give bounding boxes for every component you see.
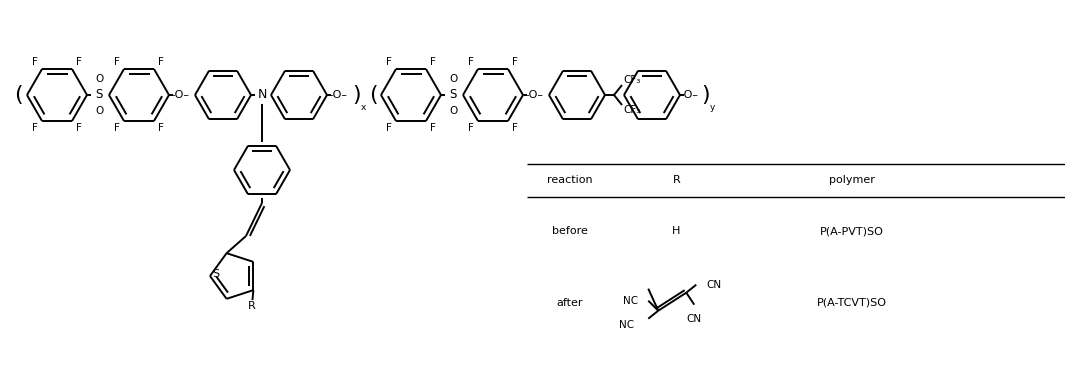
Text: H: H	[672, 226, 681, 236]
Text: O: O	[448, 74, 457, 84]
Text: NC: NC	[623, 296, 638, 306]
Text: F: F	[386, 123, 392, 133]
Text: CF₃: CF₃	[623, 105, 641, 115]
Text: F: F	[386, 57, 392, 67]
Text: N: N	[258, 88, 266, 102]
Text: (: (	[14, 85, 22, 105]
Text: O: O	[95, 106, 103, 116]
Text: O: O	[95, 74, 103, 84]
Text: F: F	[430, 123, 436, 133]
Text: NC: NC	[619, 320, 634, 330]
Text: P(A-TCVT)SO: P(A-TCVT)SO	[817, 298, 887, 308]
Text: R: R	[672, 176, 681, 185]
Text: –O–: –O–	[678, 90, 698, 100]
Text: polymer: polymer	[829, 176, 875, 185]
Text: –O–: –O–	[523, 90, 543, 100]
Text: CN: CN	[707, 280, 722, 290]
Text: F: F	[430, 57, 436, 67]
Text: CF₃: CF₃	[623, 75, 641, 85]
Text: S: S	[95, 88, 102, 102]
Text: after: after	[557, 298, 583, 308]
Text: F: F	[32, 123, 38, 133]
Text: ): )	[702, 85, 710, 105]
Text: F: F	[32, 57, 38, 67]
Text: F: F	[512, 123, 518, 133]
Text: R: R	[247, 301, 256, 311]
Text: ): )	[353, 85, 361, 105]
Text: x: x	[360, 103, 365, 112]
Text: F: F	[468, 57, 474, 67]
Text: y: y	[709, 103, 715, 112]
Text: before: before	[552, 226, 588, 236]
Text: F: F	[114, 57, 120, 67]
Text: P(A-PVT)SO: P(A-PVT)SO	[820, 226, 884, 236]
Text: F: F	[512, 57, 518, 67]
Text: F: F	[468, 123, 474, 133]
Text: (: (	[368, 85, 377, 105]
Text: F: F	[158, 123, 164, 133]
Text: F: F	[76, 123, 82, 133]
Text: CN: CN	[687, 314, 702, 324]
Text: F: F	[76, 57, 82, 67]
Text: S: S	[212, 269, 219, 279]
Text: S: S	[449, 88, 457, 102]
Text: –O–: –O–	[327, 90, 347, 100]
Text: F: F	[114, 123, 120, 133]
Text: reaction: reaction	[547, 176, 592, 185]
Text: F: F	[158, 57, 164, 67]
Text: –O–: –O–	[169, 90, 189, 100]
Text: O: O	[448, 106, 457, 116]
